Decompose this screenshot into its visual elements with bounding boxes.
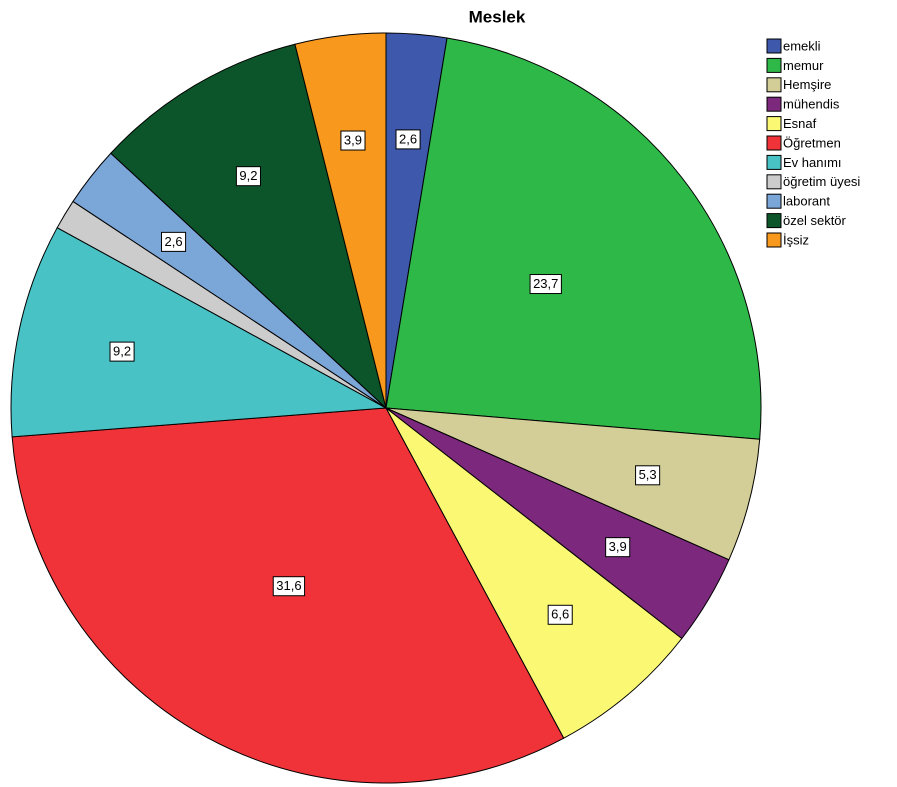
pie-slice	[10, 227, 388, 438]
legend-label: emekli	[783, 38, 821, 53]
data-label-text: 9,2	[113, 344, 131, 359]
data-label-box	[547, 604, 573, 625]
data-label-text: 9,2	[239, 168, 257, 183]
data-label-text: 31,6	[276, 578, 301, 593]
data-label: 2,6	[161, 231, 187, 252]
data-label-text: 6,6	[551, 607, 569, 622]
chart-title: Meslek	[469, 7, 526, 26]
data-label-box	[161, 231, 187, 252]
data-label: 9,2	[235, 166, 261, 187]
legend-label: öğretim üyesi	[783, 174, 860, 189]
data-label-box	[272, 576, 306, 597]
legend-label: mühendis	[783, 97, 840, 112]
data-label: 31,6	[272, 576, 306, 597]
legend-swatch	[766, 116, 782, 132]
data-label-text: 23,7	[533, 276, 558, 291]
data-label-box	[605, 537, 631, 558]
legend-label: İşsiz	[783, 232, 809, 247]
legend-swatch	[766, 154, 782, 170]
data-label-text: 2,6	[165, 234, 183, 249]
legend-swatch	[766, 77, 782, 93]
legend-label: laborant	[783, 194, 830, 209]
legend-swatch	[766, 96, 782, 112]
data-label-box	[529, 274, 562, 295]
data-label: 5,3	[635, 465, 661, 486]
data-label: 9,2	[109, 341, 135, 362]
legend-label: Öğretmen	[783, 135, 841, 150]
data-label: 2,6	[395, 129, 421, 150]
legend-swatch	[766, 135, 782, 151]
data-label-text: 3,9	[344, 132, 362, 147]
legend-label: memur	[783, 58, 824, 73]
legend-swatch	[766, 232, 782, 248]
legend-label: Ev hanımı	[783, 155, 842, 170]
data-label: 3,9	[340, 130, 366, 151]
legend-swatch	[766, 193, 782, 209]
pie-slice	[294, 32, 387, 409]
data-label-text: 2,6	[399, 131, 417, 146]
data-label-box	[109, 341, 135, 362]
data-label: 6,6	[547, 604, 573, 625]
data-label-box	[340, 130, 366, 151]
pie-slice	[385, 407, 683, 739]
legend-label: özel sektör	[783, 213, 847, 228]
legend-swatch	[766, 174, 782, 190]
legend-label: Esnaf	[783, 116, 817, 131]
pie-slice	[385, 37, 762, 440]
data-label-text: 5,3	[639, 467, 657, 482]
data-label: 3,9	[605, 537, 631, 558]
legend-swatch	[766, 213, 782, 229]
data-label-box	[235, 166, 261, 187]
data-label-box	[635, 465, 661, 486]
legend-swatch	[766, 57, 782, 73]
data-label: 23,7	[529, 274, 562, 295]
data-label-box	[395, 129, 421, 150]
legend-label: Hemşire	[783, 77, 831, 92]
data-label-text: 3,9	[609, 539, 627, 554]
legend-swatch	[766, 38, 782, 54]
